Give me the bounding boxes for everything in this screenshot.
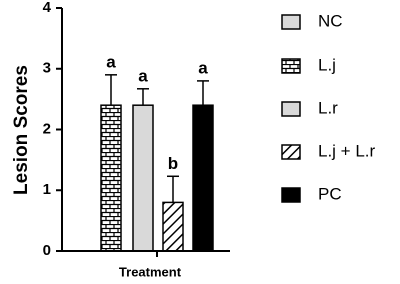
legend-label: L.r bbox=[318, 98, 338, 117]
legend-swatch bbox=[281, 14, 301, 30]
y-tick-label: 2 bbox=[43, 120, 51, 137]
error-bar bbox=[105, 74, 117, 106]
y-tick-label: 4 bbox=[43, 0, 52, 16]
bar bbox=[132, 104, 154, 252]
y-axis-label: Lesion Scores bbox=[11, 65, 32, 195]
bar bbox=[162, 201, 184, 252]
y-tick-label: 3 bbox=[43, 60, 51, 77]
significance-letter: a bbox=[106, 52, 116, 71]
bar bbox=[100, 104, 122, 252]
y-tick-label: 0 bbox=[43, 242, 51, 259]
legend-label: L.j + L.r bbox=[318, 141, 376, 160]
error-bar bbox=[167, 175, 179, 203]
error-bar bbox=[137, 88, 149, 106]
y-tick-label: 1 bbox=[43, 181, 51, 198]
legend-swatch bbox=[281, 101, 301, 117]
bar bbox=[192, 104, 214, 252]
legend-swatch bbox=[281, 187, 301, 203]
x-axis-label: Treatment bbox=[119, 264, 182, 279]
significance-letter: a bbox=[198, 58, 208, 77]
legend-label: L.j bbox=[318, 55, 336, 74]
error-bar bbox=[197, 80, 209, 106]
significance-letter: a bbox=[138, 66, 148, 85]
legend-swatch bbox=[281, 58, 301, 74]
legend-label: NC bbox=[318, 11, 343, 30]
legend-swatch bbox=[281, 144, 301, 160]
legend-label: PC bbox=[318, 184, 342, 203]
significance-letter: b bbox=[168, 154, 178, 173]
